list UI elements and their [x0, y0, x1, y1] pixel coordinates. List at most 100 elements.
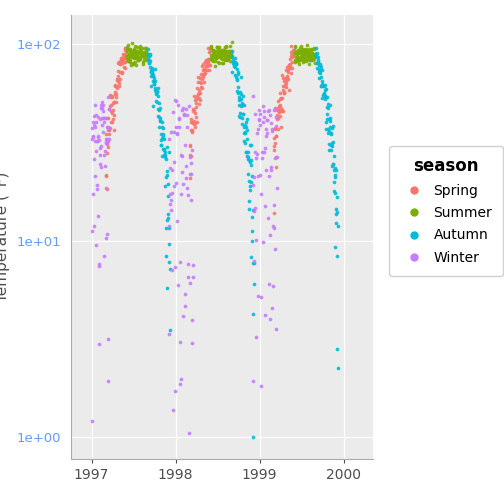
Point [213, 43, 221, 51]
Point [324, 115, 332, 123]
Point [208, 54, 216, 62]
Point [317, 73, 325, 81]
Point [196, 100, 204, 108]
Point [199, 60, 207, 68]
Point [277, 104, 285, 112]
Point [195, 93, 203, 101]
Point [255, 115, 263, 123]
Point [202, 57, 210, 65]
Point [167, 196, 175, 204]
Point [333, 193, 341, 201]
Point [247, 177, 255, 185]
Point [312, 51, 321, 59]
Point [333, 205, 341, 213]
Point [158, 134, 166, 142]
Point [126, 52, 134, 60]
Point [95, 136, 103, 144]
Point [179, 312, 187, 320]
Point [250, 257, 258, 265]
Point [170, 387, 178, 395]
Point [219, 51, 227, 59]
Point [298, 49, 306, 57]
Point [144, 45, 152, 53]
Point [221, 52, 229, 60]
Point [130, 45, 138, 53]
Point [270, 146, 278, 154]
Point [97, 101, 105, 109]
Point [230, 62, 238, 70]
Point [263, 116, 271, 124]
Point [152, 87, 160, 95]
Point [156, 116, 164, 124]
Point [251, 110, 259, 118]
Point [153, 88, 161, 96]
Point [253, 150, 261, 158]
Point [186, 115, 195, 123]
Point [312, 50, 320, 58]
Point [331, 173, 339, 181]
Point [258, 148, 266, 156]
Point [277, 123, 285, 131]
Point [93, 137, 101, 145]
Point [227, 47, 235, 55]
Point [191, 119, 199, 127]
Point [195, 86, 203, 94]
Point [265, 106, 273, 114]
Point [188, 129, 197, 137]
Point [310, 53, 318, 61]
Point [94, 132, 102, 140]
Point [210, 53, 218, 61]
Point [102, 130, 110, 138]
Point [332, 210, 340, 218]
Point [329, 160, 337, 168]
Point [220, 47, 228, 55]
Point [304, 50, 312, 58]
Point [188, 107, 197, 115]
Point [320, 90, 328, 98]
Point [294, 57, 302, 65]
Point [260, 148, 268, 156]
Point [242, 148, 250, 156]
Point [227, 49, 235, 57]
Point [118, 56, 126, 65]
Point [321, 86, 329, 94]
Point [128, 39, 136, 47]
Point [265, 280, 273, 288]
Point [293, 57, 301, 66]
Point [242, 115, 250, 123]
Point [161, 182, 169, 190]
Point [102, 184, 110, 192]
Point [147, 72, 155, 80]
Point [101, 171, 109, 179]
Point [264, 214, 272, 222]
Point [223, 51, 231, 59]
Point [256, 110, 264, 118]
Point [272, 325, 280, 333]
Point [228, 47, 236, 55]
Point [315, 61, 323, 69]
Point [242, 118, 250, 126]
Point [165, 258, 173, 266]
Point [155, 106, 163, 114]
Point [138, 52, 146, 60]
Point [254, 125, 262, 133]
Point [134, 48, 142, 56]
Point [151, 86, 159, 94]
Point [137, 49, 145, 57]
Point [192, 112, 200, 120]
Point [202, 55, 210, 64]
Point [275, 107, 283, 115]
Point [193, 99, 201, 107]
Point [111, 88, 119, 96]
Point [99, 113, 107, 121]
Point [316, 65, 324, 73]
Point [196, 96, 204, 104]
Point [308, 50, 317, 58]
Point [314, 69, 323, 77]
Point [285, 60, 293, 69]
Point [262, 166, 270, 174]
Point [136, 52, 144, 60]
Point [126, 46, 134, 54]
Point [102, 139, 110, 147]
Point [157, 130, 165, 138]
